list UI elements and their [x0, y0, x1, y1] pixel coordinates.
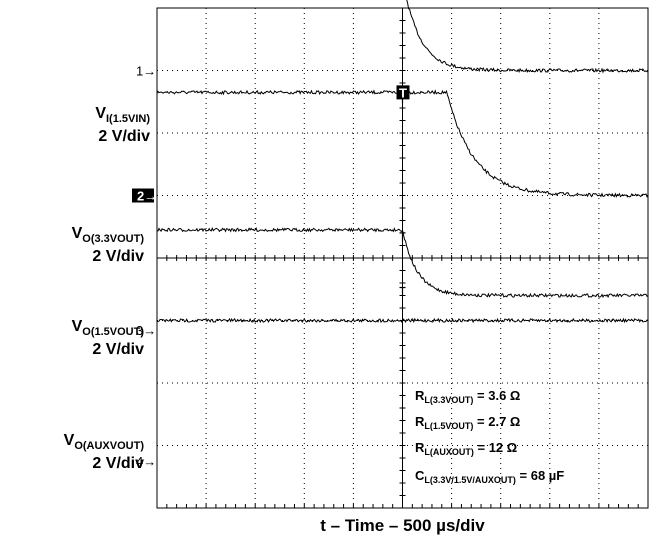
condition-rl-aux: RL(AUXOUT) = 12 Ω: [415, 440, 518, 457]
trace-channel-1: [406, 0, 649, 74]
traces: T: [156, 0, 649, 324]
channel-1-label: VI(1.5VIN) 2 V/div: [95, 105, 150, 145]
channel-4-marker-text: 4→: [136, 454, 156, 469]
condition-rl-3v3: RL(3.3VOUT) = 3.6 Ω: [415, 388, 521, 405]
condition-rl-1v5: RL(1.5VOUT) = 2.7 Ω: [415, 414, 521, 431]
channel-3-label: VO(1.5VOUT) 2 V/div: [71, 318, 144, 358]
channel-2-label: VO(3.3VOUT) 2 V/div: [71, 225, 144, 265]
trace-channel-4: [156, 317, 649, 324]
x-axis-label: t – Time – 500 µs/div: [320, 516, 485, 535]
trigger-marker-text: T: [399, 85, 407, 100]
graticule: [156, 7, 649, 509]
channel-2-marker-box: [132, 188, 154, 203]
channel-4-label: VO(AUXVOUT) 2 V/div: [63, 432, 144, 472]
trace-channel-3: [156, 227, 649, 299]
channel-1-marker-text: 1→: [136, 64, 156, 79]
trigger-tick-ch4: [399, 286, 406, 296]
channel-3-marker-text: 3→: [136, 323, 156, 338]
condition-cl: CL(3.3V/1.5V/AUXOUT) = 68 µF: [415, 468, 565, 485]
channel-markers: 1→ 2→ 3→ 4→: [132, 64, 157, 469]
trigger-marker-box: [396, 85, 410, 100]
channel-2-marker-text: 2→: [137, 189, 157, 204]
trigger-tick-channel-3: [399, 232, 406, 241]
